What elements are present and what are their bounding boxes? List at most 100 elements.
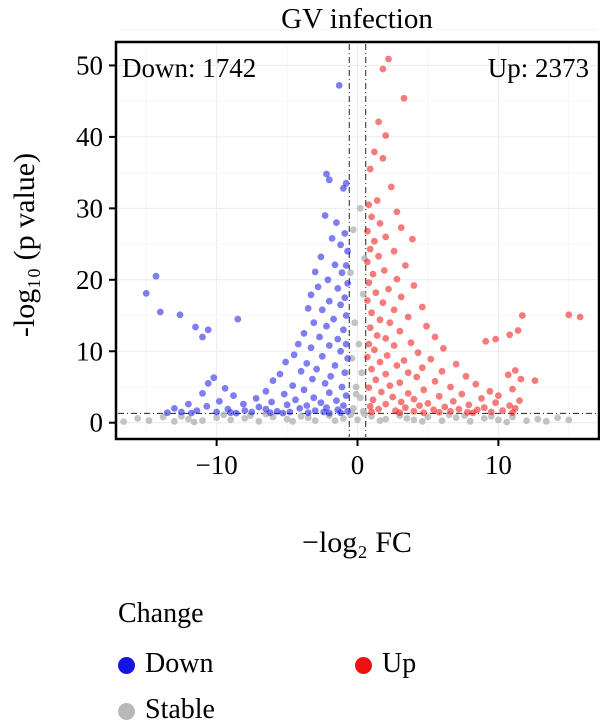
legend-label-stable: Stable xyxy=(145,694,215,725)
point-down xyxy=(310,394,318,402)
point-down xyxy=(296,405,304,412)
point-up xyxy=(369,270,377,278)
point-down xyxy=(340,326,347,334)
point-stable xyxy=(410,416,418,424)
point-up xyxy=(366,324,374,332)
point-down xyxy=(344,407,351,415)
point-up xyxy=(487,408,495,416)
point-down xyxy=(342,179,350,187)
x-tick-label: −10 xyxy=(196,450,238,480)
point-up xyxy=(404,313,412,321)
point-down xyxy=(325,342,333,349)
point-down xyxy=(187,409,195,417)
point-up xyxy=(378,388,385,396)
point-stable xyxy=(355,340,363,348)
point-up xyxy=(390,306,398,314)
point-down xyxy=(321,380,329,387)
point-up xyxy=(509,409,516,417)
point-down xyxy=(334,335,342,343)
point-down xyxy=(337,301,344,309)
point-up xyxy=(516,397,523,404)
y-axis-label: -log₁₀ (p value) xyxy=(8,153,41,337)
point-up xyxy=(430,406,437,414)
point-down xyxy=(342,392,350,399)
point-down xyxy=(309,375,316,383)
point-down xyxy=(262,387,270,395)
point-up xyxy=(400,94,408,102)
point-up xyxy=(514,327,522,334)
point-up xyxy=(365,340,373,348)
point-down xyxy=(307,291,315,299)
point-down xyxy=(213,408,221,416)
point-up xyxy=(375,405,382,413)
point-up xyxy=(376,220,384,227)
axis-ticks: −10 0 10 0 10 20 30 40 50 xyxy=(76,50,512,480)
point-stable xyxy=(213,414,221,422)
point-up xyxy=(382,335,390,342)
point-down xyxy=(199,333,206,341)
point-up xyxy=(410,407,418,415)
point-down xyxy=(318,352,326,360)
point-up xyxy=(366,245,374,253)
point-down xyxy=(240,400,247,408)
grid xyxy=(118,29,597,437)
point-down xyxy=(289,382,297,389)
point-stable xyxy=(227,416,235,424)
point-up xyxy=(478,395,485,402)
point-down xyxy=(341,369,349,377)
point-stable xyxy=(351,319,359,327)
legend-title: Change xyxy=(118,598,204,629)
point-down xyxy=(327,372,335,380)
point-stable xyxy=(185,415,192,423)
point-up xyxy=(482,337,490,345)
point-down xyxy=(290,351,298,359)
point-down xyxy=(294,340,302,348)
point-down xyxy=(325,409,333,417)
point-up xyxy=(462,372,470,380)
point-stable xyxy=(352,390,360,398)
point-down xyxy=(340,184,347,192)
point-down xyxy=(227,409,235,417)
point-stable xyxy=(424,413,432,421)
legend-item-down: Down xyxy=(118,648,213,680)
point-stable xyxy=(542,417,550,425)
legend-item-stable: Stable xyxy=(118,694,215,726)
point-stable xyxy=(349,226,357,234)
legend: Change Down Up Stable xyxy=(118,598,416,725)
point-up xyxy=(368,309,375,317)
point-down xyxy=(330,315,337,323)
point-up xyxy=(427,355,435,363)
legend-swatch-down xyxy=(118,657,135,675)
point-up xyxy=(382,132,390,139)
x-tick-label: 0 xyxy=(351,450,365,480)
point-up xyxy=(449,397,457,405)
point-down xyxy=(323,170,330,178)
point-stable xyxy=(241,415,249,422)
point-up xyxy=(379,65,387,73)
point-down xyxy=(210,374,218,382)
point-up xyxy=(506,331,514,339)
point-up xyxy=(364,258,371,266)
point-up xyxy=(435,392,443,400)
point-stable xyxy=(145,417,153,424)
point-up xyxy=(371,148,378,156)
point-down xyxy=(344,247,351,255)
point-up xyxy=(383,352,391,359)
point-stable xyxy=(495,416,502,424)
point-down xyxy=(269,377,277,384)
legend-swatch-stable xyxy=(118,703,135,721)
point-up xyxy=(382,400,390,408)
legend-label-up: Up xyxy=(382,648,417,679)
legend-swatch-up xyxy=(355,657,372,675)
annotation-up: Up: 2373 xyxy=(488,53,589,83)
point-up xyxy=(511,367,519,374)
point-down xyxy=(307,344,315,352)
point-down xyxy=(152,272,160,280)
point-up xyxy=(368,408,375,416)
point-up xyxy=(506,402,514,409)
point-down xyxy=(335,82,343,89)
point-up xyxy=(404,390,412,397)
point-stable xyxy=(289,417,297,425)
point-stable xyxy=(480,415,488,422)
